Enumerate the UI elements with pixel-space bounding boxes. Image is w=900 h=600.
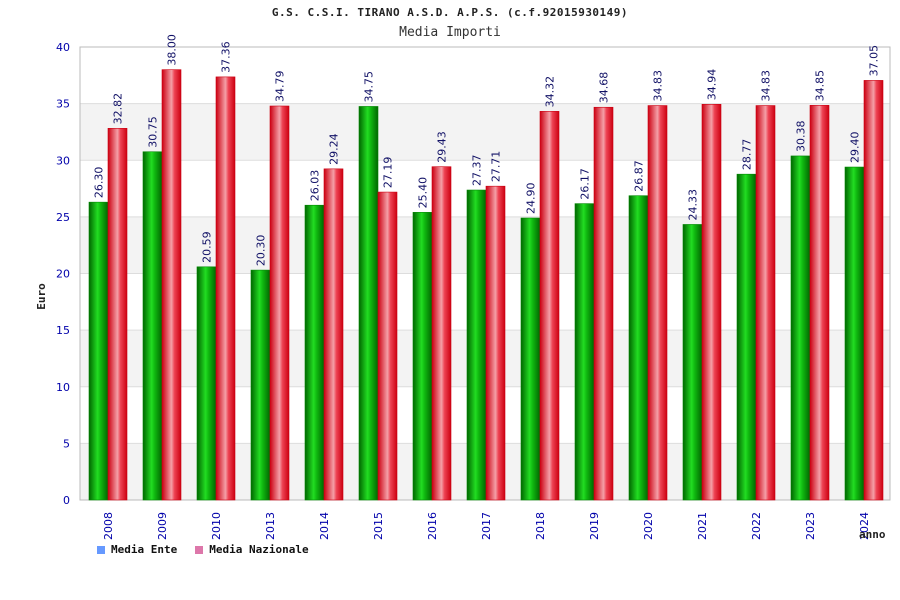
data-label: 26.30 [93,167,106,199]
data-label: 29.43 [436,131,449,163]
data-label: 25.40 [417,177,430,209]
data-label: 30.38 [795,120,808,152]
x-tick-label: 2009 [156,512,169,540]
y-tick-label: 5 [63,437,70,450]
data-label: 34.68 [598,72,611,104]
data-label: 29.24 [328,133,341,165]
bar [377,191,398,501]
data-label: 29.40 [849,132,862,164]
bar [88,201,109,501]
bar [485,185,506,501]
bar [412,212,433,501]
x-tick-label: 2019 [588,512,601,540]
bar [844,166,865,501]
data-label: 34.32 [544,76,557,108]
data-label: 34.79 [274,71,287,103]
x-tick-label: 2024 [858,512,871,540]
data-label: 24.33 [687,189,700,221]
x-tick-label: 2020 [642,512,655,540]
data-label: 34.83 [652,70,665,102]
bar [574,203,595,501]
data-label: 34.85 [814,70,827,102]
x-tick-label: 2016 [426,512,439,540]
legend-item-media-ente: Media Ente [97,543,177,556]
data-label: 37.05 [868,45,881,77]
bar [466,189,487,501]
bar [863,80,884,501]
bar [142,151,163,501]
bar [107,128,128,501]
bar [269,105,290,501]
bar [593,106,614,501]
x-tick-label: 2010 [210,512,223,540]
bar [358,106,379,501]
bar [736,173,757,501]
bar [628,195,649,501]
x-tick-label: 2015 [372,512,385,540]
data-label: 26.87 [633,160,646,192]
data-label: 32.82 [112,93,125,125]
x-tick-label: 2022 [750,512,763,540]
bar [196,266,217,501]
bar [520,217,541,501]
x-tick-label: 2008 [102,512,115,540]
data-label: 26.03 [309,170,322,202]
y-tick-label: 15 [56,324,70,337]
bar [539,111,560,501]
bar [323,168,344,501]
bar [790,155,811,501]
y-axis-label: Euro [34,283,48,310]
bar [161,69,182,501]
bar [647,105,668,501]
data-label: 38.00 [166,34,179,66]
y-tick-label: 25 [56,211,70,224]
data-label: 28.77 [741,139,754,171]
bar [215,76,236,501]
bar [431,166,452,501]
x-tick-label: 2014 [318,512,331,540]
chart-title: G.S. C.S.I. TIRANO A.S.D. A.P.S. (c.f.92… [271,6,629,19]
x-axis-label: anno [859,528,886,541]
data-label: 37.36 [220,41,233,73]
data-label: 27.19 [382,157,395,189]
y-tick-label: 35 [56,98,70,111]
data-label: 30.75 [147,116,160,148]
bar [755,105,776,501]
legend-label: Media Nazionale [209,543,309,556]
y-tick-label: 10 [56,381,70,394]
data-label: 27.71 [490,151,503,183]
data-label: 24.90 [525,183,538,215]
legend: Media Ente Media Nazionale [97,543,309,556]
data-label: 34.83 [760,70,773,102]
y-tick-label: 30 [56,154,70,167]
legend-swatch [195,545,204,554]
bar [701,104,722,501]
data-label: 20.30 [255,235,268,267]
grid-band [80,103,890,161]
x-tick-label: 2018 [534,512,547,540]
y-tick-label: 40 [56,41,70,54]
x-tick-label: 2021 [696,512,709,540]
legend-item-media-nazionale: Media Nazionale [195,543,309,556]
y-tick-label: 0 [63,494,70,507]
x-tick-label: 2023 [804,512,817,540]
data-label: 34.94 [706,69,719,101]
y-tick-label: 20 [56,268,70,281]
legend-label: Media Ente [111,543,178,556]
bar [304,204,325,501]
data-label: 26.17 [579,168,592,200]
legend-swatch [97,545,105,554]
x-tick-label: 2013 [264,512,277,540]
bar [809,105,830,501]
data-label: 34.75 [363,71,376,103]
data-label: 27.37 [471,155,484,187]
grid-band [80,47,890,104]
x-tick-label: 2017 [480,512,493,540]
bar [250,269,271,501]
bar [682,224,703,501]
data-label: 20.59 [201,231,214,263]
chart-subtitle: Media Importi [399,25,501,40]
